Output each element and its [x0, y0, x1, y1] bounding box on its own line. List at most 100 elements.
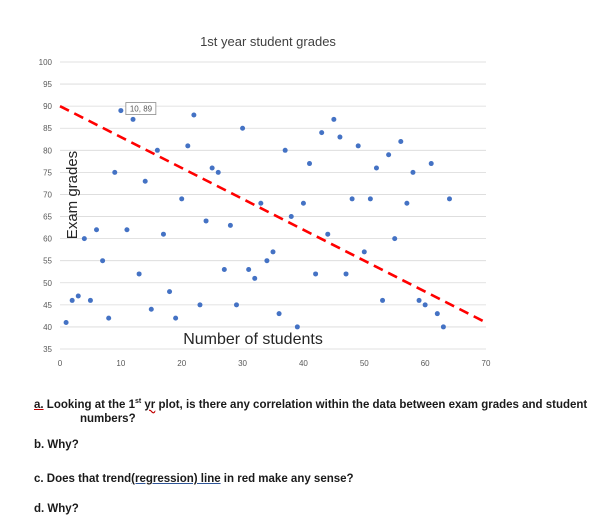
y-tick-95: 95 [43, 80, 52, 89]
data-point-60 [428, 161, 434, 167]
data-point-8 [112, 169, 118, 175]
data-point-27 [227, 222, 233, 228]
question-b: b. Why? [34, 439, 79, 451]
data-point-55 [398, 138, 404, 144]
y-tick-labels: 35 40 45 50 55 60 65 70 75 80 85 90 95 100 [39, 58, 53, 354]
data-point-21 [191, 112, 197, 118]
data-point-2 [75, 293, 81, 299]
x-tick-20: 20 [177, 359, 186, 368]
data-point-47 [349, 196, 355, 202]
x-tick-50: 50 [360, 359, 369, 368]
y-tick-60: 60 [43, 235, 52, 244]
data-point-32 [258, 200, 264, 206]
data-point-44 [331, 116, 337, 122]
y-tick-40: 40 [43, 323, 52, 332]
data-point-33 [264, 258, 270, 264]
data-point-61 [434, 311, 440, 317]
chart: 0 10 20 30 40 50 60 70 35 40 45 50 55 60 65 70 75 80 85 90… [39, 34, 491, 368]
data-point-14 [148, 306, 154, 312]
data-point-26 [221, 267, 227, 273]
x-tick-0: 0 [58, 359, 63, 368]
data-point-18 [173, 315, 179, 321]
y-tick-80: 80 [43, 146, 52, 155]
data-point-48 [355, 143, 361, 149]
data-point-12 [136, 271, 142, 277]
data-point-35 [276, 311, 282, 317]
question-a: a. Looking at the 1st yr plot, is there … [34, 395, 594, 426]
data-point-1 [69, 297, 75, 303]
x-tick-60: 60 [421, 359, 430, 368]
y-tick-100: 100 [39, 58, 53, 67]
data-point-7 [106, 315, 112, 321]
data-point-39 [300, 200, 306, 206]
question-a-text-2: plot, is there any correlation within th… [155, 398, 588, 411]
question-d: d. Why? [34, 503, 79, 515]
data-callout-box [125, 102, 157, 115]
data-point-45 [337, 134, 343, 140]
data-point-3 [81, 236, 87, 242]
data-point-42 [319, 130, 325, 136]
data-point-5 [94, 227, 100, 233]
data-point-17 [167, 289, 173, 295]
data-point-50 [367, 196, 373, 202]
data-point-10 [124, 227, 130, 233]
y-tick-45: 45 [43, 301, 52, 310]
x-tick-labels: 0 10 20 30 40 50 60 70 [58, 359, 491, 368]
data-point-57 [410, 169, 416, 175]
data-point-4 [87, 297, 93, 303]
question-a-superscript: st [134, 398, 142, 405]
data-point-24 [209, 165, 215, 171]
data-point-56 [404, 200, 410, 206]
data-point-36 [282, 147, 288, 153]
data-point-13 [142, 178, 148, 184]
data-point-53 [386, 152, 392, 158]
y-tick-75: 75 [43, 168, 52, 177]
data-points [63, 108, 452, 330]
data-point-34 [270, 249, 276, 255]
data-point-0 [63, 320, 69, 326]
question-a-text-3: numbers? [80, 412, 136, 425]
data-point-37 [288, 214, 294, 220]
chart-title: 1st year student grades [200, 34, 336, 49]
question-c-underlined: (regression) line [131, 473, 221, 485]
data-point-25 [215, 169, 221, 175]
y-tick-35: 35 [43, 345, 52, 354]
data-point-54 [392, 236, 398, 242]
y-axis-title: Exam grades [64, 151, 81, 239]
y-tick-90: 90 [43, 102, 52, 111]
data-point-49 [361, 249, 367, 255]
data-point-29 [240, 125, 246, 131]
data-point-51 [373, 165, 379, 171]
x-tick-10: 10 [116, 359, 125, 368]
y-tick-85: 85 [43, 124, 52, 133]
y-tick-70: 70 [43, 190, 52, 199]
question-a-text-1: Looking at the 1 [43, 398, 135, 411]
data-point-30 [246, 267, 252, 273]
question-a-letter: a. [34, 398, 44, 411]
question-c-text-1: c. Does that trend [34, 473, 132, 485]
data-point-19 [179, 196, 185, 202]
gridlines [60, 61, 486, 350]
data-point-52 [380, 297, 386, 303]
question-c-text-2: in red make any sense? [220, 473, 354, 485]
data-point-22 [197, 302, 203, 308]
data-point-20 [185, 143, 191, 149]
data-point-38 [294, 324, 300, 330]
question-c: c. Does that trend(regression) line in r… [34, 473, 354, 485]
x-tick-40: 40 [299, 359, 308, 368]
data-point-62 [440, 324, 446, 330]
data-callout-label: 10, 89 [130, 105, 153, 114]
data-point-46 [343, 271, 349, 277]
data-point-43 [325, 231, 331, 237]
data-point-58 [416, 297, 422, 303]
y-tick-50: 50 [43, 279, 52, 288]
y-tick-55: 55 [43, 257, 52, 266]
data-point-28 [233, 302, 239, 308]
trendline [59, 104, 487, 324]
x-tick-70: 70 [482, 359, 491, 368]
data-point-40 [307, 161, 313, 167]
data-point-59 [422, 302, 428, 308]
data-point-16 [160, 231, 166, 237]
data-point-23 [203, 218, 209, 224]
data-point-11 [130, 116, 136, 122]
